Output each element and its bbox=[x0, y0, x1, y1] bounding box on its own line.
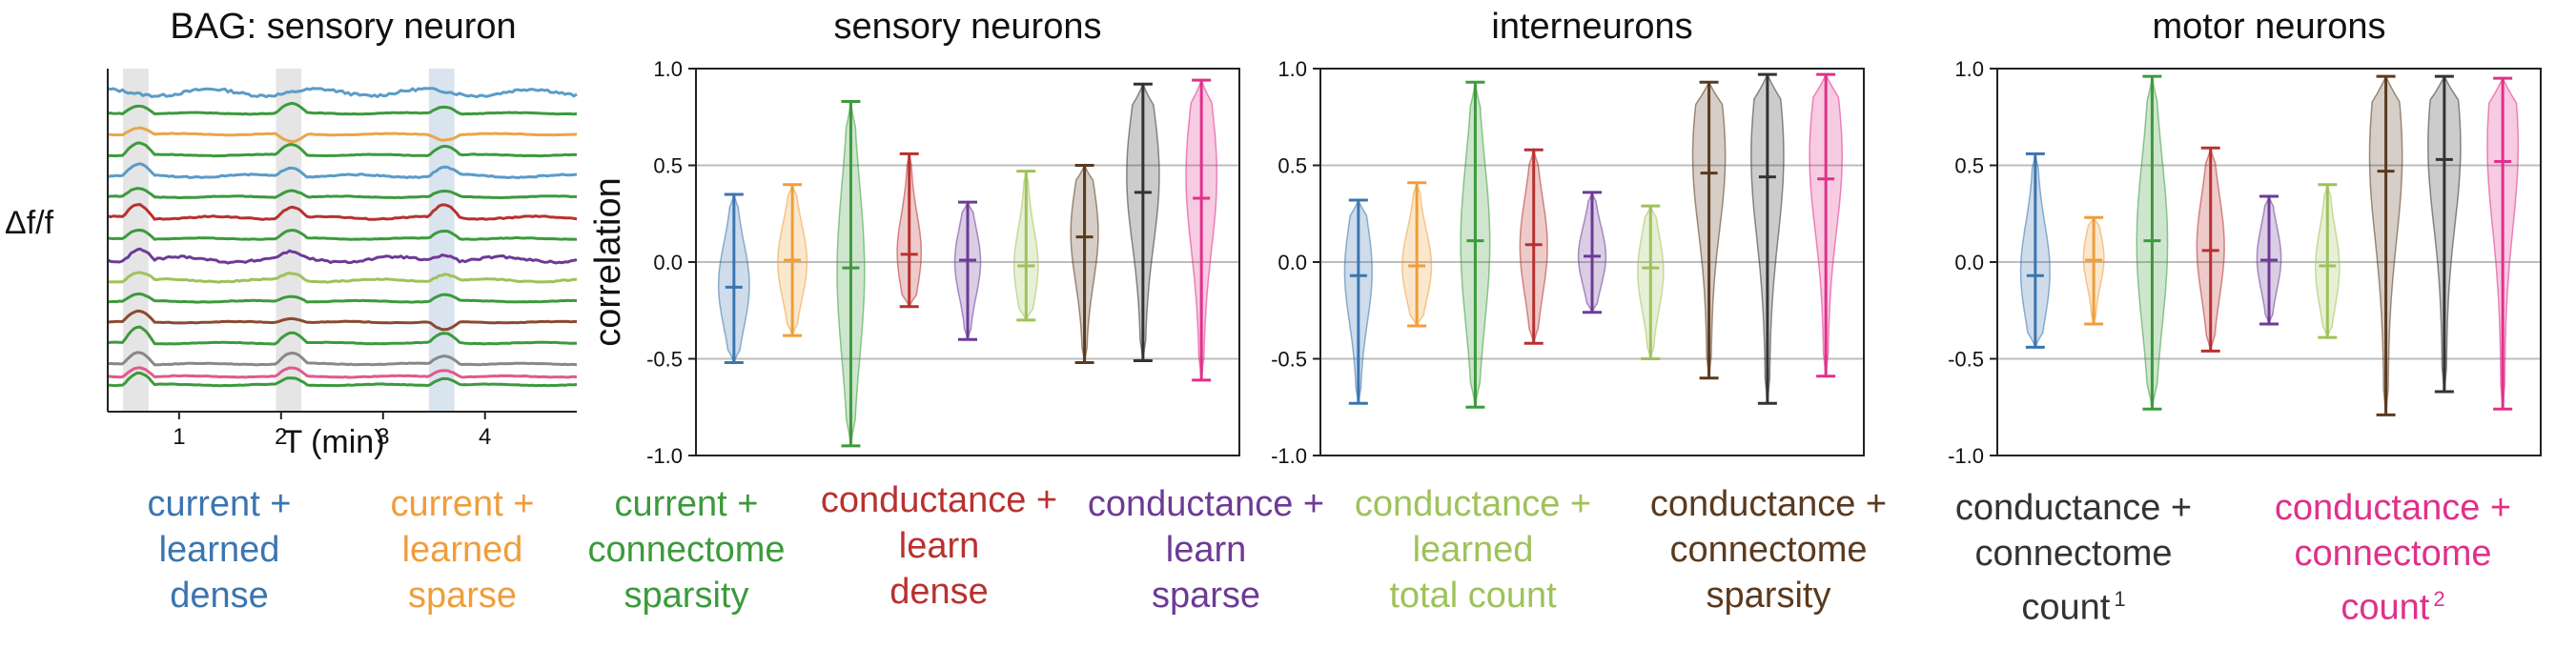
trace-line bbox=[107, 87, 578, 99]
trace-line bbox=[107, 309, 577, 332]
x-tick-label: 4 bbox=[479, 424, 491, 450]
y-tick-label: -0.5 bbox=[646, 348, 683, 372]
trace-line bbox=[107, 247, 578, 265]
trace-line bbox=[107, 228, 578, 241]
trace-line bbox=[107, 187, 577, 200]
legend-line: total count bbox=[1389, 576, 1557, 616]
legend-line: conductance + bbox=[1087, 484, 1325, 524]
legend-line: current + bbox=[390, 484, 535, 524]
x-tick-label: 2 bbox=[275, 424, 287, 450]
y-tick-label: -0.5 bbox=[1948, 348, 1984, 372]
y-axis-label: Δf/f bbox=[5, 205, 54, 241]
legend-line: connectome bbox=[2294, 534, 2492, 574]
y-tick-label: 0.0 bbox=[1278, 251, 1307, 274]
legend-line: connectome bbox=[1974, 534, 2173, 574]
trace-line bbox=[107, 366, 578, 379]
legend-line: conductance + bbox=[2274, 488, 2512, 528]
trace-line bbox=[107, 162, 578, 180]
legend-line: dense bbox=[889, 572, 989, 612]
chart-title: BAG: sensory neuron bbox=[170, 7, 516, 47]
legend-entry-current-learned-sparse: current + learned sparse bbox=[390, 481, 534, 618]
plot-frame bbox=[695, 68, 1240, 456]
legend-line: sparsity bbox=[624, 576, 749, 616]
y-tick-label: -0.5 bbox=[1271, 348, 1307, 372]
legend-line: connectome bbox=[1669, 530, 1868, 570]
trace-line bbox=[107, 126, 578, 144]
trace-line bbox=[107, 101, 578, 116]
x-axis-label: T (min) bbox=[282, 424, 384, 460]
violin-panel: -1.0 -0.5 0.0 0.5 1.0 sensory neurons correlat… bbox=[588, 7, 1240, 468]
legend-line: learn bbox=[898, 526, 980, 566]
trace-line bbox=[107, 141, 578, 158]
trace-panel: 1 2 3 4 BAG: sensory neuron T (min) Δf/f bbox=[5, 7, 578, 460]
legend-line: count 1 bbox=[2021, 587, 2126, 628]
plot-frame bbox=[1319, 68, 1865, 456]
legend-line: count 2 bbox=[2341, 587, 2445, 628]
legend-line: conductance + bbox=[1354, 484, 1592, 524]
y-tick-label: -1.0 bbox=[1271, 444, 1307, 468]
legend-line: current + bbox=[147, 484, 292, 524]
trace-line bbox=[107, 325, 578, 346]
y-tick-label: -1.0 bbox=[1948, 444, 1984, 468]
legend-entry-current-learned-dense: current + learned dense bbox=[147, 481, 291, 618]
legend-line: dense bbox=[170, 576, 269, 616]
y-tick-label: 0.0 bbox=[1954, 251, 1984, 274]
legend-line: learned bbox=[401, 530, 523, 570]
violin-panel: -1.0 -0.5 0.0 0.5 1.0 interneurons bbox=[1271, 7, 1865, 468]
legend-entry-conductance-learn-sparse: conductance + learn sparse bbox=[1088, 481, 1324, 618]
legend-entry-conductance-learn-dense: conductance + learn dense bbox=[821, 477, 1057, 615]
legend-line: connectome bbox=[587, 530, 786, 570]
legend-entry-conductance-connectome-sparsity: conductance + connectome sparsity bbox=[1650, 481, 1887, 618]
stimulus-shade bbox=[428, 69, 455, 412]
trace-line bbox=[107, 351, 578, 367]
trace-line bbox=[107, 271, 577, 284]
legend-line: conductance + bbox=[1954, 488, 2193, 528]
y-tick-label: 1.0 bbox=[1278, 57, 1307, 81]
y-tick-label: -1.0 bbox=[646, 444, 683, 468]
chart-title: interneurons bbox=[1491, 7, 1692, 47]
figure-canvas: 1 2 3 4 BAG: sensory neuron T (min) Δf/f -1.0 -0… bbox=[5, 7, 2542, 468]
y-tick-label: 1.0 bbox=[653, 57, 683, 81]
legend-line: conductance + bbox=[1649, 484, 1888, 524]
x-tick-label: 1 bbox=[173, 424, 185, 450]
y-tick-label: 1.0 bbox=[1954, 57, 1984, 81]
x-tick-label: 3 bbox=[377, 424, 389, 450]
violin-panel: -1.0 -0.5 0.0 0.5 1.0 motor neurons bbox=[1948, 7, 2542, 468]
legend-line: learned bbox=[1412, 530, 1534, 570]
chart-title: motor neurons bbox=[2152, 7, 2385, 47]
legend-line: sparsity bbox=[1706, 576, 1831, 616]
legend-superscript: 1 bbox=[2114, 587, 2126, 611]
legend-entry-conductance-connectome-count-2: conductance + connectome count 2 bbox=[2275, 485, 2511, 631]
chart-title: sensory neurons bbox=[834, 7, 1102, 47]
legend-line: sparse bbox=[1151, 576, 1261, 616]
legend-line: current + bbox=[614, 484, 759, 524]
trace-line bbox=[108, 371, 578, 388]
legend-entry-current-connectome-sparsity: current + connectome sparsity bbox=[587, 481, 785, 618]
legend-entry-conductance-learned-total-count: conductance + learned total count bbox=[1355, 481, 1591, 618]
plot-frame bbox=[1996, 68, 2542, 456]
legend: current + learned dense current + learned spa… bbox=[0, 480, 2576, 648]
legend-superscript: 2 bbox=[2433, 587, 2445, 611]
trace-line bbox=[107, 203, 578, 221]
legend-line: learned bbox=[158, 530, 280, 570]
y-axis-label: correlation bbox=[588, 177, 628, 346]
legend-entry-conductance-connectome-count-1: conductance + connectome count 1 bbox=[1955, 485, 2192, 631]
legend-line: sparse bbox=[407, 576, 518, 616]
legend-line: conductance + bbox=[820, 480, 1058, 520]
y-tick-label: 0.5 bbox=[1954, 154, 1984, 178]
y-tick-label: 0.5 bbox=[1278, 154, 1307, 178]
legend-line: learn bbox=[1165, 530, 1247, 570]
y-tick-label: 0.0 bbox=[653, 251, 683, 274]
y-tick-label: 0.5 bbox=[653, 154, 683, 178]
trace-line bbox=[107, 292, 578, 304]
